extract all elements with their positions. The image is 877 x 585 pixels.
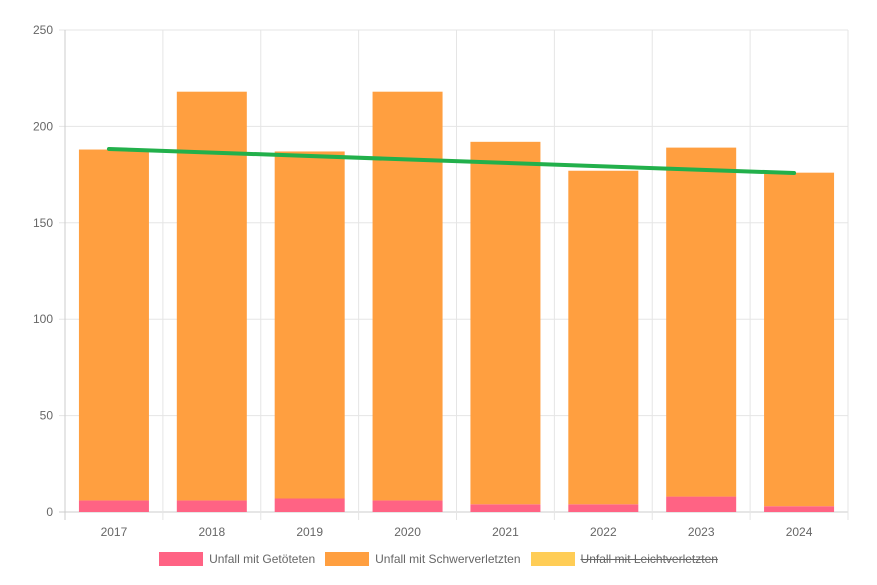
bar-unfall-mit-schwerverletzten-2020 — [372, 91, 443, 501]
bar-unfall-mit-get-teten-2019 — [274, 498, 345, 512]
bar-unfall-mit-schwerverletzten-2019 — [274, 151, 345, 499]
x-tick-label: 2022 — [590, 525, 617, 539]
bar-unfall-mit-get-teten-2024 — [764, 506, 835, 512]
bar-unfall-mit-schwerverletzten-2024 — [764, 172, 835, 507]
legend-item[interactable]: Unfall mit Schwerverletzten — [325, 552, 521, 566]
legend-item[interactable]: Unfall mit Leichtverletzten — [530, 552, 718, 566]
bar-unfall-mit-get-teten-2023 — [666, 496, 737, 512]
y-tick-label: 200 — [33, 119, 53, 133]
y-tick-label: 50 — [40, 409, 54, 423]
bar-unfall-mit-schwerverletzten-2023 — [666, 147, 737, 497]
legend-swatch — [159, 552, 204, 566]
y-tick-label: 150 — [33, 216, 53, 230]
bar-unfall-mit-get-teten-2021 — [470, 504, 541, 512]
bar-unfall-mit-get-teten-2018 — [176, 500, 247, 512]
legend-label: Unfall mit Leichtverletzten — [580, 552, 718, 566]
bar-unfall-mit-get-teten-2020 — [372, 500, 443, 512]
x-tick-label: 2024 — [786, 525, 813, 539]
x-tick-label: 2018 — [198, 525, 225, 539]
x-tick-label: 2019 — [296, 525, 323, 539]
bar-unfall-mit-schwerverletzten-2018 — [176, 91, 247, 501]
bar-unfall-mit-get-teten-2017 — [78, 500, 149, 512]
stacked-bar-chart: 0 50 100 150 200 250 2017 2018 2019 2020 2021 2022 2… — [33, 23, 849, 539]
y-tick-label: 0 — [46, 505, 53, 519]
x-tick-label: 2021 — [492, 525, 519, 539]
legend-label: Unfall mit Schwerverletzten — [375, 552, 521, 566]
bar-unfall-mit-schwerverletzten-2021 — [470, 141, 541, 505]
legend: Unfall mit Getöteten Unfall mit Schwerver… — [0, 552, 877, 566]
x-tick-label: 2020 — [394, 525, 421, 539]
legend-label: Unfall mit Getöteten — [209, 552, 316, 566]
y-tick-label: 250 — [33, 23, 53, 37]
trend-line — [106, 146, 797, 176]
legend-swatch — [530, 552, 575, 566]
legend-item[interactable]: Unfall mit Getöteten — [159, 552, 315, 566]
bar-unfall-mit-schwerverletzten-2022 — [568, 170, 639, 505]
bar-unfall-mit-get-teten-2022 — [568, 504, 639, 512]
y-tick-label: 100 — [33, 312, 53, 326]
x-tick-label: 2023 — [688, 525, 715, 539]
x-tick-label: 2017 — [101, 525, 128, 539]
bar-unfall-mit-schwerverletzten-2017 — [78, 149, 149, 501]
legend-swatch — [325, 552, 370, 566]
